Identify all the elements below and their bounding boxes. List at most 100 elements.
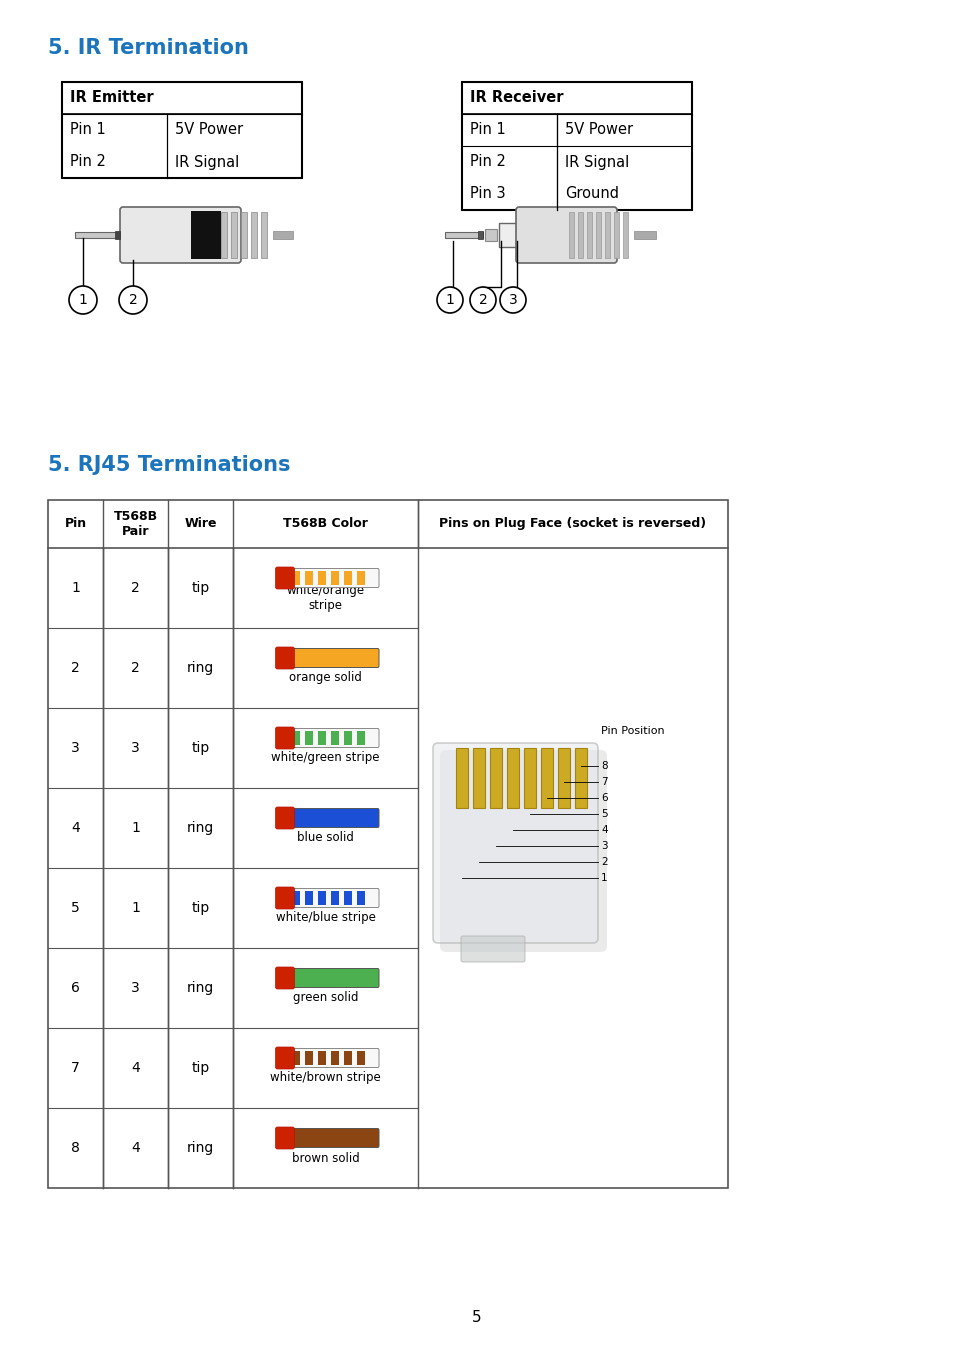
Bar [596,212,600,258]
FancyBboxPatch shape [275,967,294,990]
Bar [273,231,293,239]
Text: tip: tip [192,741,210,755]
Text: 8: 8 [600,761,607,771]
Text: 4: 4 [600,825,607,836]
Text: 2: 2 [131,580,140,595]
Bar [48,500,727,1188]
Text: Ground: Ground [564,186,618,201]
Text: 1: 1 [131,900,140,915]
Text: 2: 2 [478,293,487,306]
Bar [331,730,339,745]
Bar [614,212,618,258]
Bar [568,212,574,258]
Text: 3: 3 [508,293,517,306]
Bar [444,232,482,238]
Text: ring: ring [187,821,213,836]
Text: 5: 5 [71,900,80,915]
FancyBboxPatch shape [275,1127,294,1149]
Bar [305,1052,314,1065]
Text: green solid: green solid [293,991,358,1004]
Text: 5. IR Termination: 5. IR Termination [48,38,249,58]
Bar [578,212,582,258]
Bar [318,730,326,745]
Text: blue solid: blue solid [296,832,354,845]
Text: 1: 1 [600,873,607,883]
Bar [498,223,517,247]
Text: T568B Color: T568B Color [283,517,368,531]
Bar [357,891,365,904]
FancyBboxPatch shape [275,567,294,589]
Bar [261,212,267,258]
Text: 2: 2 [129,293,137,306]
Bar [221,212,227,258]
Bar [604,212,609,258]
Bar [473,748,484,809]
Text: Pin 3: Pin 3 [470,186,505,201]
Text: white/brown stripe: white/brown stripe [270,1072,380,1084]
Text: white/orange
stripe: white/orange stripe [286,585,364,612]
Text: 4: 4 [71,821,80,836]
FancyBboxPatch shape [275,887,294,909]
Text: 6: 6 [71,981,80,995]
Bar [490,748,501,809]
Bar [293,1052,300,1065]
Circle shape [69,286,97,315]
Text: 2: 2 [600,857,607,867]
FancyBboxPatch shape [275,1048,294,1069]
Bar [523,748,536,809]
Text: 5: 5 [600,809,607,819]
Bar [622,212,627,258]
FancyBboxPatch shape [288,809,378,828]
Bar [305,730,314,745]
Text: 8: 8 [71,1141,80,1156]
Bar [586,212,592,258]
Text: 5. RJ45 Terminations: 5. RJ45 Terminations [48,455,291,475]
Text: 1: 1 [445,293,454,306]
FancyBboxPatch shape [275,647,294,670]
Text: 3: 3 [71,741,80,755]
Bar [344,571,352,585]
FancyBboxPatch shape [288,1049,378,1068]
Text: 1: 1 [131,821,140,836]
Bar [540,748,553,809]
Bar [506,748,518,809]
Bar [305,891,314,904]
FancyBboxPatch shape [275,807,294,829]
Text: ring: ring [187,662,213,675]
Text: Pin 1: Pin 1 [70,123,106,138]
Text: IR Signal: IR Signal [564,154,629,170]
Bar [357,730,365,745]
Text: 5: 5 [472,1310,481,1324]
Text: T568B
Pair: T568B Pair [113,510,157,539]
FancyBboxPatch shape [516,207,617,263]
Bar [357,571,365,585]
Bar [357,1052,365,1065]
Text: Pin Position: Pin Position [600,726,664,736]
Bar [634,231,656,239]
FancyBboxPatch shape [433,743,598,944]
Text: Pin: Pin [65,517,87,531]
Text: tip: tip [192,1061,210,1075]
Bar [62,82,302,178]
Bar [575,748,586,809]
Bar [331,1052,339,1065]
FancyBboxPatch shape [288,888,378,907]
Bar [456,748,468,809]
Text: IR Emitter: IR Emitter [70,90,153,105]
Text: IR Receiver: IR Receiver [470,90,563,105]
Bar [305,571,314,585]
Text: white/green stripe: white/green stripe [271,752,379,764]
Text: 3: 3 [131,981,140,995]
Bar [558,748,569,809]
Text: 7: 7 [600,778,607,787]
Text: 2: 2 [71,662,80,675]
FancyBboxPatch shape [288,568,378,587]
Text: orange solid: orange solid [289,671,361,684]
Bar [293,571,300,585]
Text: tip: tip [192,900,210,915]
FancyBboxPatch shape [288,648,378,667]
Bar [318,891,326,904]
Text: 5V Power: 5V Power [174,123,243,138]
Circle shape [119,286,147,315]
Text: Pin 2: Pin 2 [470,154,505,170]
